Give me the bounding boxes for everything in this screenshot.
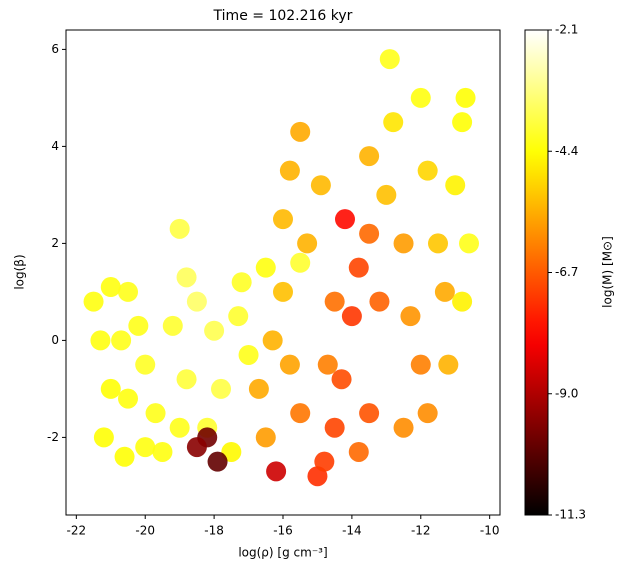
point: [135, 354, 156, 375]
point: [335, 209, 355, 230]
point: [410, 87, 431, 108]
point: [393, 233, 414, 254]
point: [290, 121, 311, 142]
point: [452, 112, 473, 133]
point: [393, 417, 414, 438]
point: [410, 354, 431, 375]
point: [455, 87, 476, 108]
point: [162, 315, 183, 336]
point: [111, 330, 132, 351]
point: [331, 369, 352, 390]
point: [273, 209, 293, 230]
point: [145, 403, 166, 424]
point: [135, 437, 156, 458]
x-tick-label: -14: [342, 524, 362, 538]
x-tick-label: -16: [273, 524, 293, 538]
point: [317, 354, 338, 375]
point: [341, 306, 362, 327]
colorbar: [524, 29, 549, 516]
point: [279, 354, 300, 375]
point: [211, 378, 231, 399]
x-tick-label: -20: [135, 524, 155, 538]
point: [228, 306, 249, 327]
point: [273, 281, 293, 302]
point: [169, 417, 190, 438]
point: [83, 291, 104, 312]
point: [266, 461, 287, 482]
point: [324, 291, 345, 312]
point: [428, 233, 448, 254]
point: [445, 175, 466, 196]
colorbar-tick-label: -2.1: [555, 23, 578, 37]
point: [118, 281, 138, 302]
point: [290, 403, 311, 424]
x-tick-label: -18: [204, 524, 224, 538]
colorbar-tick-label: -4.4: [555, 144, 578, 158]
colorbar-tick-label: -6.7: [555, 265, 578, 279]
point: [434, 281, 455, 302]
point: [100, 277, 121, 298]
point: [297, 233, 318, 254]
colorbar-label: log(M) [M⊙]: [601, 236, 615, 308]
y-tick-label: -2: [47, 430, 59, 444]
point: [152, 441, 173, 462]
point: [231, 272, 252, 293]
x-tick-label: -22: [67, 524, 87, 538]
point: [383, 112, 404, 133]
point: [90, 330, 111, 351]
point: [359, 223, 380, 244]
point: [417, 160, 438, 181]
point: [169, 218, 190, 239]
point: [248, 378, 269, 399]
point: [255, 257, 276, 278]
point: [290, 252, 311, 273]
point: [176, 267, 197, 288]
point: [379, 49, 400, 70]
point: [238, 344, 259, 365]
point: [438, 354, 459, 375]
point: [176, 369, 197, 390]
y-tick-label: 2: [51, 236, 59, 250]
point: [255, 427, 276, 448]
chart-title: Time = 102.216 kyr: [213, 8, 353, 24]
points: [83, 49, 479, 487]
point: [359, 146, 380, 167]
point: [314, 451, 335, 472]
y-tick-label: 4: [51, 139, 59, 153]
point: [204, 320, 225, 341]
point: [359, 403, 380, 424]
point: [186, 437, 207, 458]
point: [262, 330, 283, 351]
x-axis-label: log(ρ) [g cm⁻³]: [238, 546, 327, 560]
plot-frame: [65, 29, 501, 516]
point: [348, 441, 369, 462]
point: [376, 184, 397, 205]
colorbar-tick-label: -11.3: [555, 508, 586, 522]
point: [207, 451, 228, 472]
point: [400, 306, 421, 327]
y-tick-label: 6: [51, 42, 59, 56]
point: [128, 315, 149, 336]
point: [459, 233, 479, 254]
point: [369, 291, 390, 312]
point: [93, 427, 114, 448]
y-tick-label: 0: [51, 333, 59, 347]
point: [114, 446, 135, 467]
point: [452, 291, 473, 312]
colorbar-tick-label: -9.0: [555, 386, 578, 400]
point: [348, 257, 369, 278]
x-tick-label: -10: [480, 524, 500, 538]
point: [118, 388, 138, 409]
point: [279, 160, 300, 181]
x-tick-label: -12: [411, 524, 431, 538]
y-axis-label: log(β): [13, 254, 27, 289]
point: [417, 403, 438, 424]
point: [186, 291, 207, 312]
point: [100, 378, 121, 399]
point: [324, 417, 345, 438]
point: [310, 175, 331, 196]
